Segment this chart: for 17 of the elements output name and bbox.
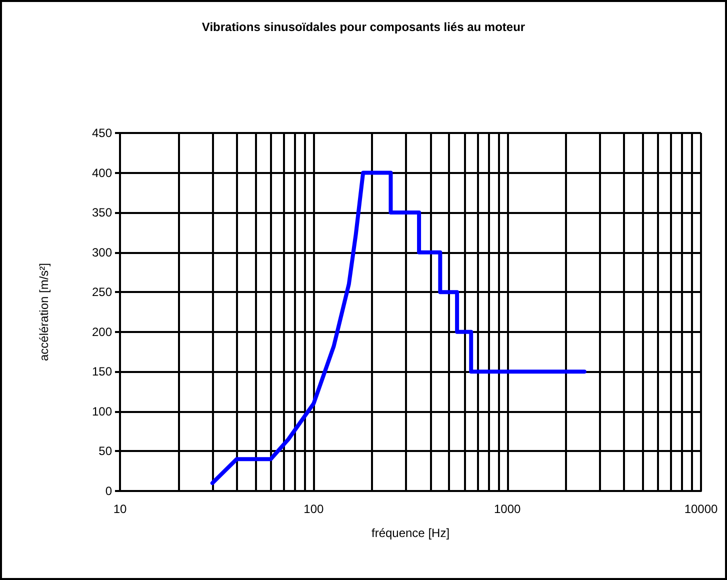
y-tick-label: 0 bbox=[105, 484, 112, 498]
y-axis-title: accélération [m/s²] bbox=[37, 262, 51, 362]
y-tick-label: 400 bbox=[92, 166, 112, 180]
y-tick-label: 50 bbox=[98, 444, 112, 458]
chart-title: Vibrations sinusoïdales pour composants liés au moteur bbox=[202, 20, 526, 34]
x-tick-label: 1000 bbox=[494, 502, 522, 516]
y-tick-label: 300 bbox=[92, 245, 112, 260]
y-tick-label: 100 bbox=[92, 404, 112, 418]
x-tick-label: 10 bbox=[113, 502, 127, 516]
y-tick-label: 200 bbox=[92, 324, 112, 339]
y-tick-label: 250 bbox=[92, 285, 112, 300]
x-axis-title: fréquence [Hz] bbox=[371, 526, 450, 540]
x-tick-label: 100 bbox=[304, 502, 324, 516]
y-tick-label: 450 bbox=[92, 126, 112, 140]
y-tick-label: 150 bbox=[92, 364, 112, 379]
x-tick-label: 10000 bbox=[684, 502, 718, 516]
y-tick-label: 350 bbox=[92, 206, 112, 220]
